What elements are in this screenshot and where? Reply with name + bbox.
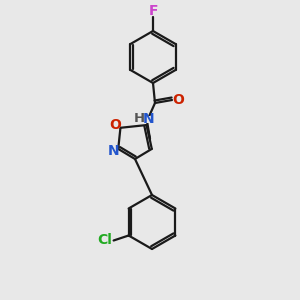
Text: O: O xyxy=(110,118,122,132)
Text: N: N xyxy=(143,112,155,126)
FancyBboxPatch shape xyxy=(148,8,158,14)
Text: Cl: Cl xyxy=(97,233,112,248)
FancyBboxPatch shape xyxy=(135,116,143,122)
FancyBboxPatch shape xyxy=(98,237,111,244)
FancyBboxPatch shape xyxy=(173,97,182,104)
FancyBboxPatch shape xyxy=(145,116,153,122)
Text: N: N xyxy=(107,144,119,158)
FancyBboxPatch shape xyxy=(111,121,120,128)
FancyBboxPatch shape xyxy=(109,147,118,155)
Text: O: O xyxy=(172,93,184,107)
Text: F: F xyxy=(148,4,158,18)
Text: H: H xyxy=(134,112,145,125)
